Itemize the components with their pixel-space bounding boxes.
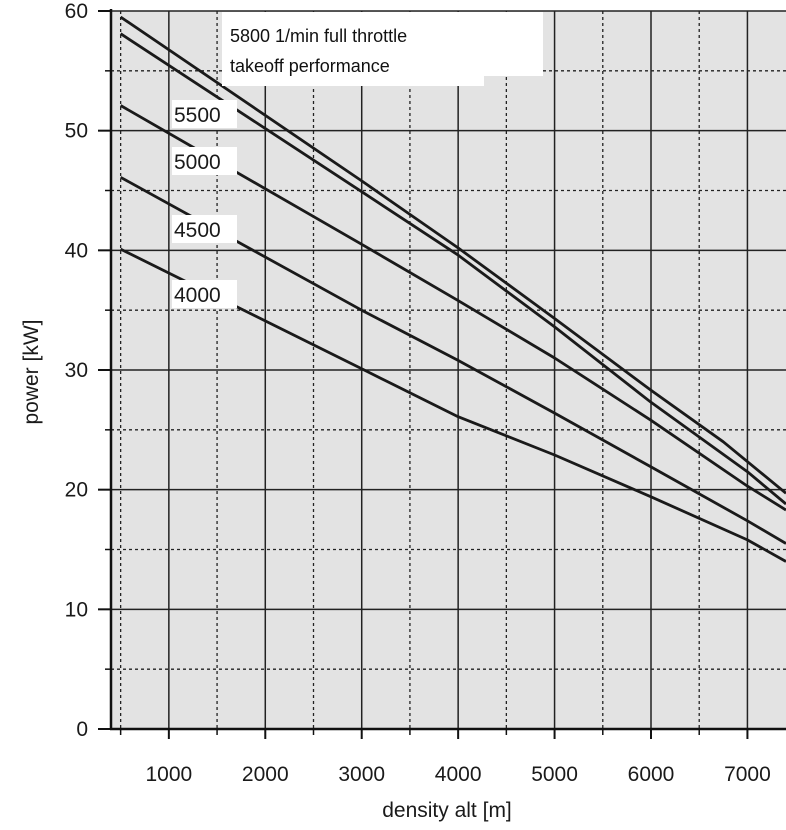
x-tick-label-7000: 7000 [724,763,771,786]
series-line-4500 [119,176,786,545]
x-tick-label-6000: 6000 [628,763,675,786]
y-tick-label-20: 20 [65,479,88,502]
x-tick-label-4000: 4000 [435,763,482,786]
series-lines [119,15,786,563]
axes [98,9,786,739]
y-tick-label-50: 50 [65,120,88,143]
y-tick-label-30: 30 [65,359,88,382]
series-label-4000: 4000 [174,284,221,307]
x-axis-title: density alt [m] [382,799,512,822]
x-tick-label-1000: 1000 [145,763,192,786]
x-tick-labels: 1000 2000 3000 4000 5000 6000 7000 [145,763,770,786]
major-gridlines [111,10,786,729]
series-line-takeoff [119,15,786,495]
x-tick-label-3000: 3000 [338,763,385,786]
series-label-5500: 5500 [174,104,221,127]
annotation-line-1: 5800 1/min full throttle [230,26,407,46]
series-labels: 5500 5000 4500 4000 [172,100,237,308]
x-tick-label-5000: 5000 [531,763,578,786]
y-tick-label-60: 60 [65,0,88,23]
y-tick-label-40: 40 [65,239,88,262]
series-label-5000: 5000 [174,151,221,174]
y-tick-label-10: 10 [65,598,88,621]
series-line-4000 [119,247,786,563]
series-label-4500: 4500 [174,219,221,242]
series-line-5000 [119,104,786,512]
annotation-box: 5800 1/min full throttle takeoff perform… [222,12,543,86]
x-tick-label-2000: 2000 [242,763,289,786]
series-line-5500 [119,32,786,506]
annotation-line-2: takeoff performance [230,56,390,76]
y-axis-title: power [kW] [20,319,43,424]
y-tick-labels: 0 10 20 30 40 50 60 [65,0,88,741]
y-tick-label-0: 0 [76,718,88,741]
